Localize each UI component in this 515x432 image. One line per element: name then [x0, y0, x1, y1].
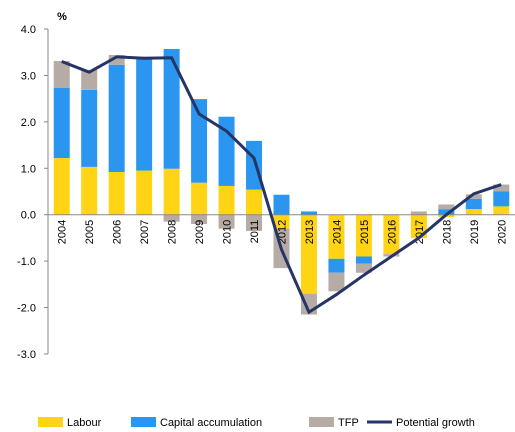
x-tick-label: 2013: [304, 220, 316, 244]
bar-segment: [246, 189, 263, 215]
x-tick-label: 2009: [194, 220, 206, 244]
bar-segment: [465, 209, 482, 215]
bar-segment: [273, 194, 290, 215]
bar-segment: [108, 55, 125, 65]
y-tick-label: 0.0: [21, 210, 36, 222]
bar-segment: [355, 263, 372, 273]
x-tick-label: 2008: [167, 220, 179, 244]
legend-label: Labour: [67, 417, 102, 429]
y-tick-label: 1.0: [21, 163, 36, 175]
x-tick-label: 2007: [139, 220, 151, 244]
bar-segment: [191, 214, 208, 224]
legend-swatch: [38, 417, 63, 427]
bar-segment: [191, 182, 208, 215]
x-tick-label: 2010: [222, 220, 234, 244]
y-tick-label: 2.0: [21, 117, 36, 129]
bar-segment: [53, 158, 70, 215]
line-series: [61, 55, 502, 315]
y-tick-label: -1.0: [17, 256, 36, 268]
bar-segment: [273, 214, 290, 229]
x-tick-label: 2005: [84, 220, 96, 244]
y-tick-label: -3.0: [17, 349, 36, 361]
bar-segment: [328, 214, 345, 259]
bar-segment: [53, 87, 70, 159]
bar-segment: [355, 214, 372, 257]
bar-segment: [383, 214, 400, 255]
bar-segment: [163, 168, 180, 215]
bar-segment: [136, 170, 153, 215]
bar-segment: [163, 214, 180, 222]
x-tick-label: 2020: [496, 220, 508, 244]
bar-segment: [438, 204, 455, 210]
bar-segment: [81, 69, 98, 90]
bar-segment: [191, 99, 208, 183]
x-tick-label: 2015: [359, 220, 371, 244]
bar-segment: [218, 185, 235, 215]
x-tick-label: 2014: [331, 220, 343, 244]
bar-segment: [108, 64, 125, 172]
bar-segment: [108, 172, 125, 215]
bar-segment: [81, 89, 98, 167]
bar-segment: [81, 166, 98, 215]
bar-segment: [355, 256, 372, 264]
bar-segment: [163, 48, 180, 169]
bar-segment: [493, 191, 510, 207]
x-tick-label: 2006: [112, 220, 124, 244]
legend-label: Capital accumulation: [160, 417, 262, 429]
bar-segment: [53, 61, 70, 88]
x-tick-label: 2019: [469, 220, 481, 244]
bar-segment: [300, 214, 317, 294]
bar-segment: [410, 211, 427, 215]
bar-segment: [493, 184, 510, 192]
y-tick-label: 3.0: [21, 70, 36, 82]
legend-swatch: [309, 417, 334, 427]
bar-segment: [438, 209, 455, 215]
y-axis-label: %: [57, 11, 67, 23]
bar-segment: [328, 258, 345, 273]
bar-segment: [246, 140, 263, 190]
bar-segment: [493, 206, 510, 215]
bar-segment: [465, 194, 482, 199]
x-tick-label: 2016: [386, 220, 398, 244]
x-tick-label: 2011: [249, 220, 261, 244]
bar-segment: [218, 214, 235, 229]
bar-segment: [465, 198, 482, 210]
legend-swatch: [131, 417, 156, 427]
bar-segment: [328, 272, 345, 292]
bar-segment: [136, 56, 153, 171]
bar-segment: [410, 214, 427, 238]
bar-segment: [300, 211, 317, 215]
x-tick-label: 2018: [441, 220, 453, 244]
legend-label: TFP: [338, 417, 359, 429]
legend-label: Potential growth: [396, 417, 475, 429]
bar-segment: [246, 214, 263, 231]
y-tick-label: -2.0: [17, 303, 36, 315]
y-tick-label: 4.0: [21, 24, 36, 36]
x-tick-label: 2004: [57, 220, 69, 244]
